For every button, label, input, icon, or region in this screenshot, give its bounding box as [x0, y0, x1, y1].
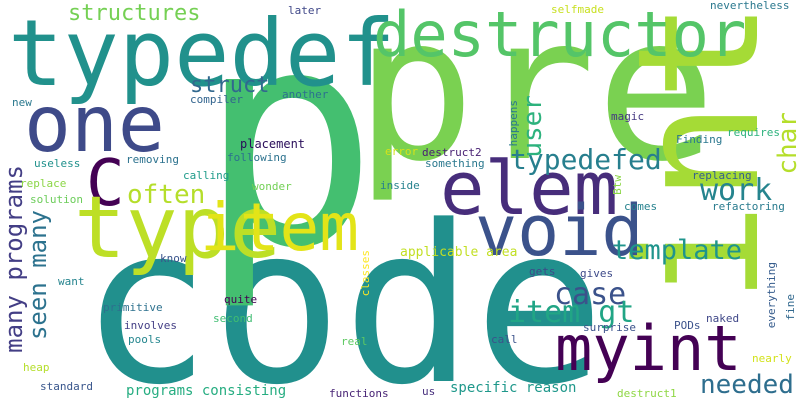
word-destruct2: destruct2: [422, 146, 482, 159]
word-replace: replace: [20, 177, 67, 190]
word-selfmade: selfmade: [551, 3, 604, 16]
word-real: real: [341, 335, 368, 348]
word-typedef: typedef: [8, 0, 396, 107]
word-applicable-area: applicable area: [400, 245, 518, 260]
word-c: C: [86, 147, 125, 221]
word-elem: elem: [440, 146, 619, 232]
word-many-programs: many programs: [0, 165, 28, 353]
word-compiler: compiler: [190, 93, 243, 106]
word-want: want: [58, 275, 85, 288]
word-requires: requires: [727, 126, 780, 139]
word-void: void: [475, 190, 644, 272]
word-item-gt: item gt: [508, 295, 635, 330]
word-programs-consisting: programs consisting: [126, 383, 287, 399]
word-destructor: destructor: [373, 0, 747, 71]
word-surprise: surprise: [583, 321, 636, 334]
word-replacing: replacing: [692, 169, 752, 182]
word-know: know: [160, 252, 187, 265]
word-pools: pools: [128, 333, 162, 346]
word-struct: struct: [190, 73, 270, 98]
word-needed: needed: [700, 370, 794, 400]
word-nevertheless: nevertheless: [710, 0, 790, 12]
word-calling: calling: [183, 169, 230, 182]
word-structures: structures: [68, 1, 201, 26]
word-another: another: [282, 88, 329, 101]
word-often: often: [127, 180, 206, 210]
word-naked: naked: [706, 312, 740, 325]
word-user: user: [518, 95, 548, 158]
word-happens: happens: [507, 100, 520, 147]
word-one: one: [24, 80, 165, 170]
word-inside: inside: [380, 179, 420, 192]
word-pre: pre: [355, 0, 717, 206]
word-later: later: [288, 4, 322, 17]
word-something: something: [425, 157, 485, 170]
word-magic: magic: [611, 110, 645, 123]
word-gets: gets: [529, 265, 556, 278]
word-heap: heap: [23, 361, 50, 374]
word-btw: Btw: [611, 175, 624, 195]
word-p: p: [198, 0, 379, 314]
word-pods: PODs: [674, 319, 701, 332]
word-destruct1: destruct1: [617, 387, 677, 400]
word-finding: Finding: [676, 133, 723, 146]
word-template: template: [612, 235, 743, 266]
word-second: second: [213, 312, 253, 325]
word-new: new: [12, 96, 32, 109]
word-removing: removing: [126, 153, 179, 166]
word-useless: useless: [34, 157, 81, 170]
word-specific-reason: specific reason: [450, 380, 577, 396]
word-type: type: [74, 178, 282, 278]
word-primitive: primitive: [103, 301, 163, 314]
word-nearly: nearly: [752, 352, 792, 365]
word-solution: solution: [30, 193, 83, 206]
word-error: error: [385, 145, 419, 158]
word-everything: everything: [765, 262, 778, 329]
word-quite: quite: [224, 293, 258, 306]
word-work: work: [700, 173, 773, 208]
word-char: char: [773, 112, 800, 175]
word-case: case: [554, 277, 627, 312]
word-item: item: [200, 189, 359, 266]
word-comes: comes: [624, 200, 658, 213]
word-placement: placement: [240, 137, 306, 151]
word-seen-many: seen many: [24, 210, 52, 341]
word-fine: fine: [784, 294, 797, 321]
word-myint: myint: [555, 312, 742, 385]
word-typedefed: typedefed: [510, 143, 662, 176]
word-wonder: wonder: [252, 180, 292, 193]
word-functions: functions: [329, 387, 389, 400]
word-refactoring: refactoring: [712, 200, 785, 213]
word-standard: standard: [40, 380, 93, 393]
word-us: us: [422, 385, 436, 398]
word-involves: involves: [124, 319, 177, 332]
word-gives: gives: [580, 267, 614, 280]
word-code: code: [80, 180, 605, 400]
word-following: following: [227, 151, 287, 164]
word-classes: classes: [359, 250, 372, 297]
word-call: call: [491, 333, 518, 346]
